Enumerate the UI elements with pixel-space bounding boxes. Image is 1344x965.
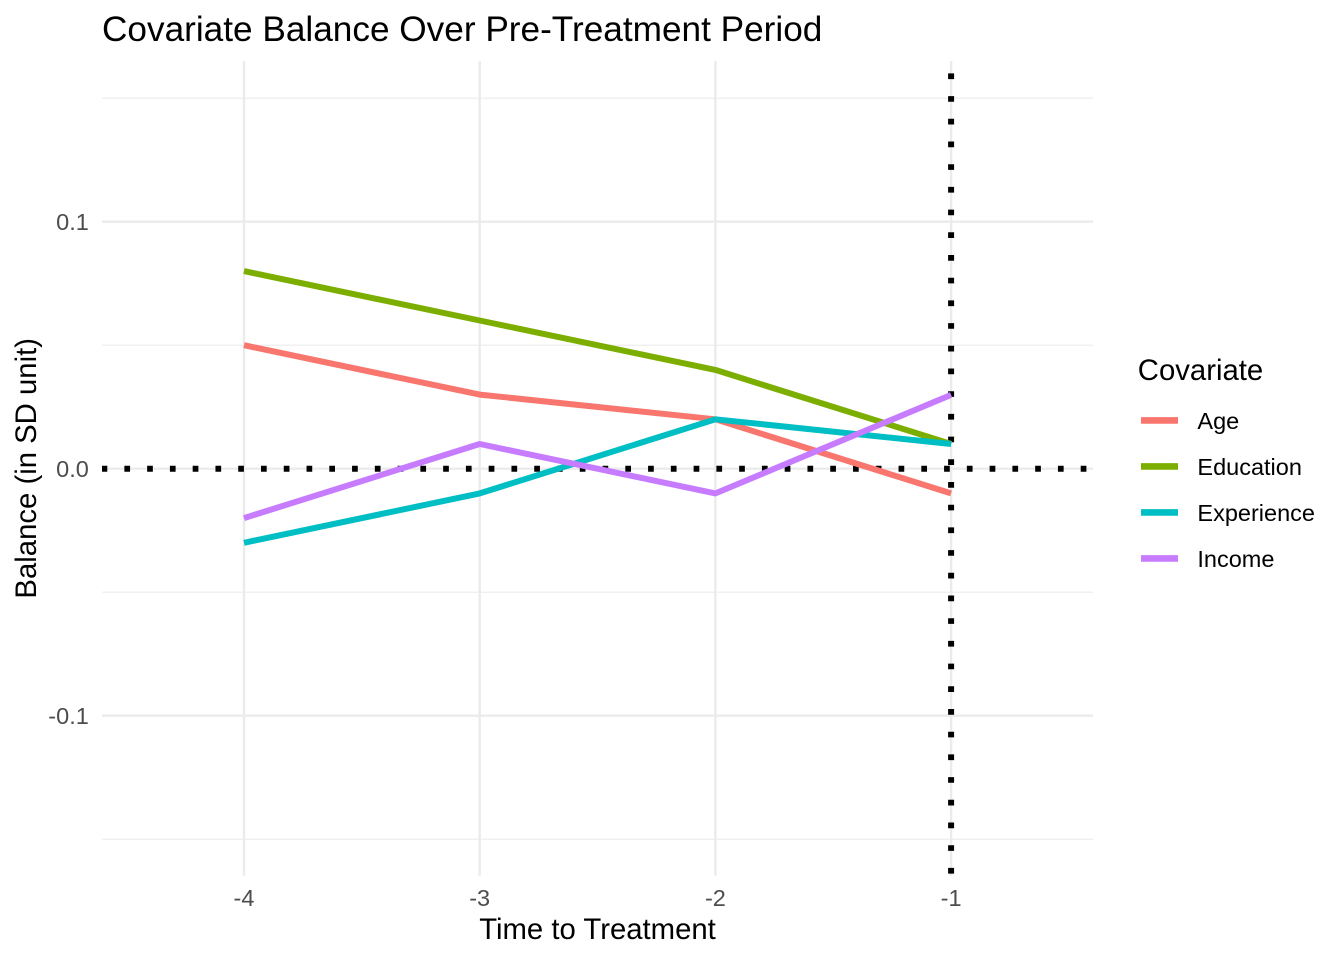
svg-text:Time to Treatment: Time to Treatment (479, 913, 716, 946)
svg-text:-0.1: -0.1 (48, 703, 89, 729)
svg-text:-4: -4 (234, 885, 255, 911)
svg-text:Experience: Experience (1197, 500, 1315, 526)
svg-text:0.1: 0.1 (56, 209, 89, 235)
svg-text:-2: -2 (705, 885, 726, 911)
svg-text:-3: -3 (469, 885, 490, 911)
svg-text:Education: Education (1197, 454, 1302, 480)
svg-text:0.0: 0.0 (56, 456, 89, 482)
svg-text:Covariate: Covariate (1138, 354, 1263, 387)
svg-text:Covariate Balance Over Pre-Tre: Covariate Balance Over Pre-Treatment Per… (102, 10, 822, 49)
svg-text:Income: Income (1197, 546, 1274, 572)
svg-text:Balance (in SD unit): Balance (in SD unit) (10, 338, 43, 599)
svg-text:Age: Age (1197, 408, 1239, 434)
svg-text:-1: -1 (941, 885, 962, 911)
